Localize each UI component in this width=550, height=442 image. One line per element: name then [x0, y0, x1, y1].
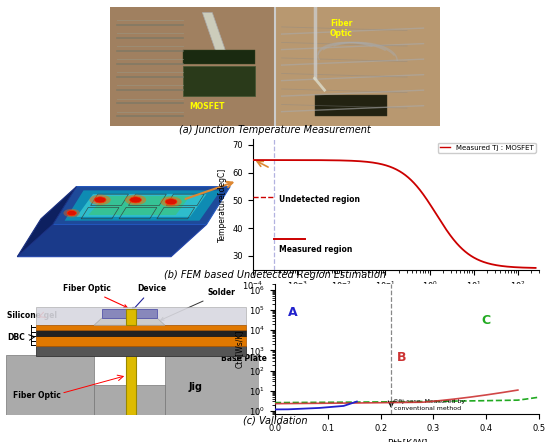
Polygon shape	[202, 12, 229, 60]
Bar	[125, 309, 136, 325]
Text: Base Plate: Base Plate	[221, 354, 266, 363]
Text: MOSFET: MOSFET	[189, 102, 225, 111]
Ellipse shape	[94, 197, 106, 203]
Ellipse shape	[67, 210, 76, 216]
Y-axis label: Temperature[degC]: Temperature[degC]	[218, 168, 227, 241]
Text: Fiber Optic: Fiber Optic	[63, 284, 127, 308]
Text: Measured region: Measured region	[279, 244, 353, 254]
Text: Fiber Optic: Fiber Optic	[13, 391, 61, 400]
Bar	[110, 7, 275, 126]
Text: Silicone gel: Silicone gel	[7, 311, 57, 320]
Bar	[183, 66, 255, 96]
Polygon shape	[18, 187, 76, 257]
Bar	[6, 355, 94, 415]
Text: (b) FEM based Undetected Region Estimation: (b) FEM based Undetected Region Estimati…	[164, 270, 386, 280]
Text: Fiber
Optic: Fiber Optic	[329, 19, 353, 38]
Polygon shape	[18, 225, 207, 257]
Text: Undetected region: Undetected region	[279, 194, 360, 204]
Bar	[315, 95, 387, 116]
Bar	[36, 307, 246, 325]
Bar	[165, 355, 258, 415]
Text: DBC: DBC	[7, 333, 25, 342]
Polygon shape	[76, 194, 207, 217]
Text: (a) Junction Temperature Measurement: (a) Junction Temperature Measurement	[179, 125, 371, 135]
Bar	[275, 7, 440, 126]
Bar	[36, 336, 246, 346]
Bar	[36, 325, 246, 330]
Legend: Measured Tj : MOSFET: Measured Tj : MOSFET	[438, 143, 536, 153]
Ellipse shape	[125, 194, 146, 205]
Ellipse shape	[63, 209, 80, 217]
Ellipse shape	[130, 197, 141, 203]
Polygon shape	[88, 196, 190, 215]
X-axis label: Time[sec]: Time[sec]	[374, 297, 418, 306]
Text: B: B	[397, 351, 406, 364]
X-axis label: Rth[K/W]: Rth[K/W]	[387, 438, 427, 442]
Ellipse shape	[90, 194, 111, 205]
Text: A: A	[288, 306, 298, 319]
Bar	[125, 349, 136, 415]
Bar	[183, 50, 255, 64]
Text: Device: Device	[132, 284, 167, 311]
Ellipse shape	[161, 197, 182, 207]
Ellipse shape	[165, 199, 177, 205]
Text: (c) Validation: (c) Validation	[243, 415, 307, 426]
Polygon shape	[65, 191, 221, 221]
Bar	[36, 346, 246, 356]
Bar	[36, 330, 246, 336]
Bar	[102, 309, 157, 318]
Y-axis label: Cth[Ws/K]: Cth[Ws/K]	[234, 330, 244, 368]
Text: Jig: Jig	[188, 382, 202, 392]
Polygon shape	[94, 318, 165, 325]
Bar	[94, 385, 165, 415]
Polygon shape	[53, 187, 230, 225]
Text: Solder: Solder	[161, 288, 236, 320]
Text: Rθj-case  Measured by
conventional method: Rθj-case Measured by conventional method	[394, 399, 465, 411]
Text: C: C	[481, 314, 490, 327]
